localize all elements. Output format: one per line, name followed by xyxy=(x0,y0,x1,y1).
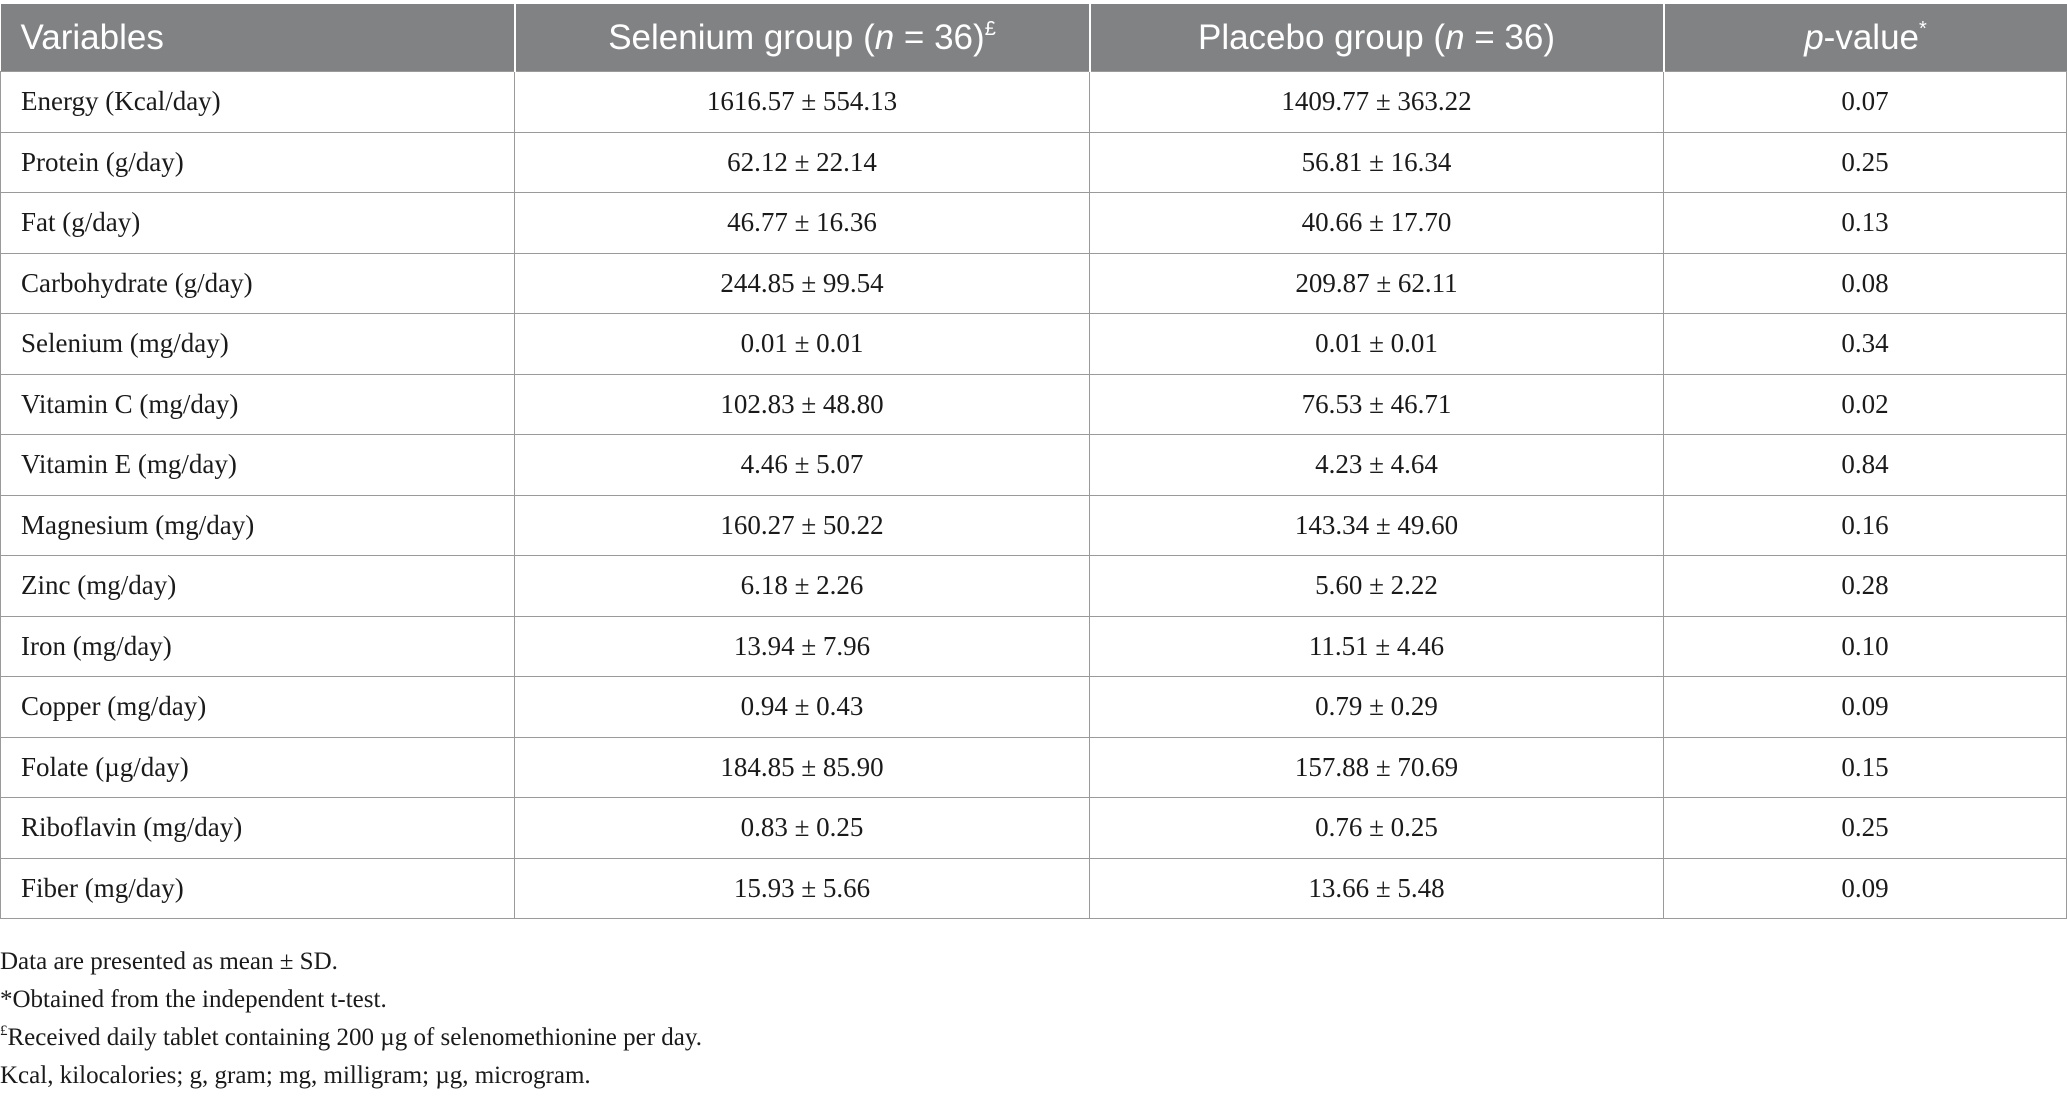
table-row: Magnesium (mg/day) 160.27 ± 50.22 143.34 ±… xyxy=(0,494,2067,556)
cell-p-value: 0.13 xyxy=(1663,192,2067,254)
table-row: Carbohydrate (g/day) 244.85 ± 99.54 209.87… xyxy=(0,252,2067,314)
table-row: Folate (µg/day) 184.85 ± 85.90 157.88 ± 70… xyxy=(0,736,2067,798)
cell-placebo: 56.81 ± 16.34 xyxy=(1089,131,1664,193)
table-row: Vitamin E (mg/day) 4.46 ± 5.07 4.23 ± 4.64… xyxy=(0,434,2067,496)
table-row: Zinc (mg/day) 6.18 ± 2.26 5.60 ± 2.22 0.28 xyxy=(0,555,2067,617)
cell-selenium: 184.85 ± 85.90 xyxy=(514,736,1090,798)
table-body: Energy (Kcal/day) 1616.57 ± 554.13 1409.77… xyxy=(0,71,2067,919)
table-row: Protein (g/day) 62.12 ± 22.14 56.81 ± 16.3… xyxy=(0,131,2067,193)
header-placebo-group: Placebo group (n = 36) xyxy=(1088,4,1664,72)
table-row: Riboflavin (mg/day) 0.83 ± 0.25 0.76 ± 0.2… xyxy=(0,797,2067,859)
cell-selenium: 0.01 ± 0.01 xyxy=(514,313,1090,375)
cell-variable: Vitamin C (mg/day) xyxy=(0,373,515,435)
cell-placebo: 13.66 ± 5.48 xyxy=(1089,857,1664,919)
cell-p-value: 0.09 xyxy=(1663,676,2067,738)
cell-selenium: 102.83 ± 48.80 xyxy=(514,373,1090,435)
cell-placebo: 4.23 ± 4.64 xyxy=(1089,434,1664,496)
cell-selenium: 13.94 ± 7.96 xyxy=(514,615,1090,677)
cell-selenium: 62.12 ± 22.14 xyxy=(514,131,1090,193)
cell-placebo: 40.66 ± 17.70 xyxy=(1089,192,1664,254)
cell-p-value: 0.25 xyxy=(1663,131,2067,193)
cell-p-value: 0.07 xyxy=(1663,71,2067,133)
header-variables: Variables xyxy=(0,4,515,72)
cell-selenium: 160.27 ± 50.22 xyxy=(514,494,1090,556)
cell-p-value: 0.25 xyxy=(1663,797,2067,859)
cell-selenium: 15.93 ± 5.66 xyxy=(514,857,1090,919)
footnote-selenium-tablet: £Received daily tablet containing 200 µg… xyxy=(0,1023,703,1052)
cell-variable: Carbohydrate (g/day) xyxy=(0,252,515,314)
cell-placebo: 11.51 ± 4.46 xyxy=(1089,615,1664,677)
header-row: Variables Selenium group (n = 36)£ Place… xyxy=(0,4,2067,72)
cell-p-value: 0.02 xyxy=(1663,373,2067,435)
cell-variable: Folate (µg/day) xyxy=(0,736,515,798)
table-row: Selenium (mg/day) 0.01 ± 0.01 0.01 ± 0.01 0… xyxy=(0,313,2067,375)
table-row: Copper (mg/day) 0.94 ± 0.43 0.79 ± 0.29 0.0… xyxy=(0,676,2067,738)
nutrient-intake-table-container: Variables Selenium group (n = 36)£ Place… xyxy=(0,4,2067,919)
header-p-value: p-value* xyxy=(1662,4,2067,72)
cell-placebo: 5.60 ± 2.22 xyxy=(1089,555,1664,617)
cell-placebo: 209.87 ± 62.11 xyxy=(1089,252,1664,314)
cell-placebo: 1409.77 ± 363.22 xyxy=(1089,71,1664,133)
footnote-t-test: *Obtained from the independent t-test. xyxy=(0,986,387,1013)
cell-p-value: 0.28 xyxy=(1663,555,2067,617)
cell-variable: Protein (g/day) xyxy=(0,131,515,193)
cell-p-value: 0.34 xyxy=(1663,313,2067,375)
table-row: Energy (Kcal/day) 1616.57 ± 554.13 1409.77… xyxy=(0,71,2067,133)
cell-variable: Riboflavin (mg/day) xyxy=(0,797,515,859)
cell-variable: Selenium (mg/day) xyxy=(0,313,515,375)
header-selenium-footnote-mark: £ xyxy=(984,17,996,40)
table-footnotes: Data are presented as mean ± SD. *Obtain… xyxy=(0,943,702,1095)
cell-variable: Fiber (mg/day) xyxy=(0,857,515,919)
footnote-data-presentation: Data are presented as mean ± SD. xyxy=(0,948,338,975)
header-p-value-footnote-mark: * xyxy=(1919,17,1927,40)
cell-placebo: 143.34 ± 49.60 xyxy=(1089,494,1664,556)
header-selenium-group: Selenium group (n = 36)£ xyxy=(513,4,1090,72)
cell-placebo: 157.88 ± 70.69 xyxy=(1089,736,1664,798)
cell-variable: Copper (mg/day) xyxy=(0,676,515,738)
header-selenium-n: n xyxy=(874,17,895,57)
table-row: Iron (mg/day) 13.94 ± 7.96 11.51 ± 4.46 0.1… xyxy=(0,615,2067,677)
cell-variable: Vitamin E (mg/day) xyxy=(0,434,515,496)
cell-selenium: 244.85 ± 99.54 xyxy=(514,252,1090,314)
header-placebo-n: n xyxy=(1445,17,1465,57)
cell-selenium: 4.46 ± 5.07 xyxy=(514,434,1090,496)
cell-placebo: 76.53 ± 46.71 xyxy=(1089,373,1664,435)
cell-placebo: 0.76 ± 0.25 xyxy=(1089,797,1664,859)
cell-selenium: 0.94 ± 0.43 xyxy=(514,676,1090,738)
cell-selenium: 1616.57 ± 554.13 xyxy=(514,71,1090,133)
nutrient-intake-table: Variables Selenium group (n = 36)£ Place… xyxy=(0,4,2067,919)
table-row: Fiber (mg/day) 15.93 ± 5.66 13.66 ± 5.48 0.… xyxy=(0,857,2067,919)
cell-selenium: 6.18 ± 2.26 xyxy=(514,555,1090,617)
footnote-selenium-mark: £ xyxy=(0,1023,8,1039)
cell-p-value: 0.15 xyxy=(1663,736,2067,798)
cell-variable: Energy (Kcal/day) xyxy=(0,71,515,133)
table-row: Vitamin C (mg/day) 102.83 ± 48.80 76.53 ± … xyxy=(0,373,2067,435)
cell-p-value: 0.08 xyxy=(1663,252,2067,314)
cell-p-value: 0.84 xyxy=(1663,434,2067,496)
cell-placebo: 0.79 ± 0.29 xyxy=(1089,676,1664,738)
cell-variable: Iron (mg/day) xyxy=(0,615,515,677)
cell-p-value: 0.09 xyxy=(1663,857,2067,919)
footnote-abbreviations: Kcal, kilocalories; g, gram; mg, milligr… xyxy=(0,1062,591,1089)
cell-selenium: 46.77 ± 16.36 xyxy=(514,192,1090,254)
table-row: Fat (g/day) 46.77 ± 16.36 40.66 ± 17.70 0.1… xyxy=(0,192,2067,254)
cell-variable: Zinc (mg/day) xyxy=(0,555,515,617)
cell-p-value: 0.10 xyxy=(1663,615,2067,677)
cell-variable: Fat (g/day) xyxy=(0,192,515,254)
table-header: Variables Selenium group (n = 36)£ Place… xyxy=(0,4,2067,72)
cell-placebo: 0.01 ± 0.01 xyxy=(1089,313,1664,375)
cell-p-value: 0.16 xyxy=(1663,494,2067,556)
cell-selenium: 0.83 ± 0.25 xyxy=(514,797,1090,859)
cell-variable: Magnesium (mg/day) xyxy=(0,494,515,556)
